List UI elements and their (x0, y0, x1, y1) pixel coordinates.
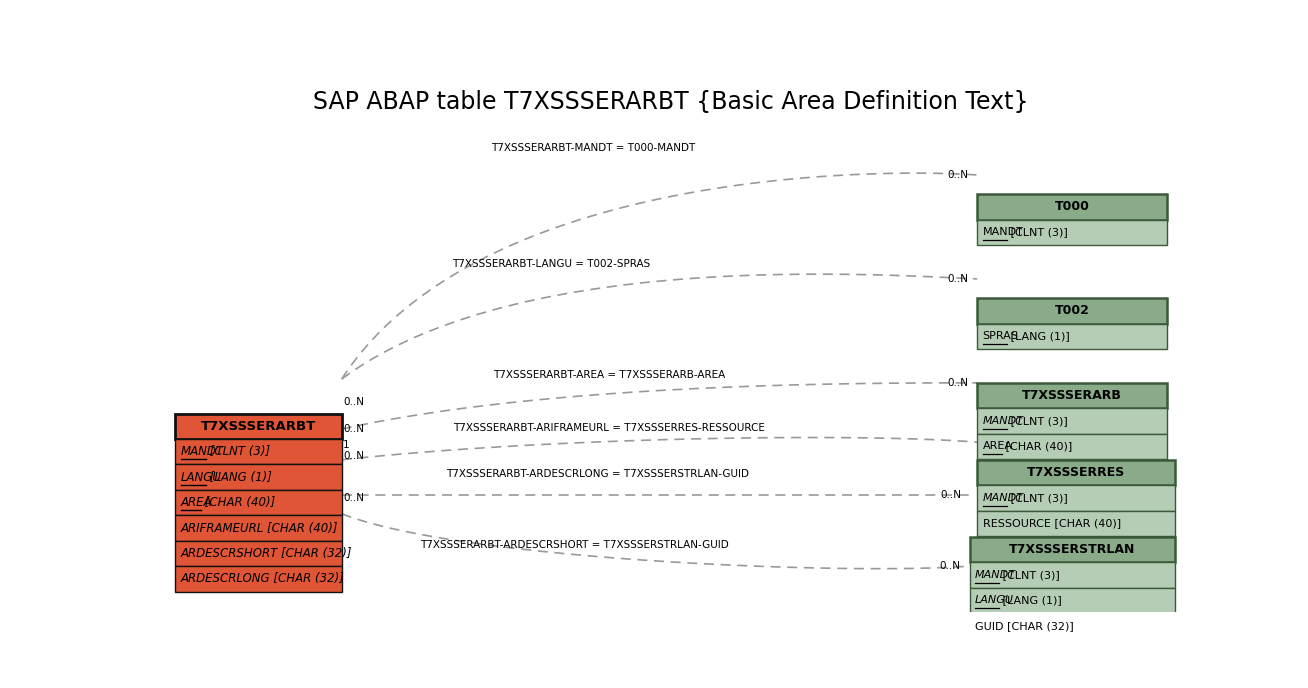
Text: MANDT: MANDT (181, 445, 224, 458)
FancyBboxPatch shape (977, 485, 1175, 510)
Text: 0..N: 0..N (947, 274, 968, 284)
Text: T7XSSSERRES: T7XSSSERRES (1027, 466, 1125, 479)
Text: [CLNT (3)]: [CLNT (3)] (1007, 227, 1067, 237)
Text: [CLNT (3)]: [CLNT (3)] (999, 570, 1059, 580)
Text: MANDT: MANDT (982, 227, 1024, 237)
Text: RESSOURCE [CHAR (40)]: RESSOURCE [CHAR (40)] (982, 518, 1121, 528)
FancyBboxPatch shape (977, 298, 1167, 323)
FancyBboxPatch shape (977, 219, 1167, 245)
Text: [LANG (1)]: [LANG (1)] (999, 595, 1062, 605)
Text: 0..N: 0..N (947, 170, 968, 180)
Text: [LANG (1)]: [LANG (1)] (205, 471, 272, 484)
FancyBboxPatch shape (175, 541, 341, 566)
Text: T7XSSSERARBT-ARIFRAMEURL = T7XSSSERRES-RESSOURCE: T7XSSSERARBT-ARIFRAMEURL = T7XSSSERRES-R… (453, 422, 765, 433)
Text: LANGU: LANGU (974, 595, 1014, 605)
Text: [CLNT (3)]: [CLNT (3)] (1007, 493, 1067, 503)
FancyBboxPatch shape (977, 460, 1175, 485)
FancyBboxPatch shape (175, 566, 341, 592)
Text: 0..N: 0..N (343, 397, 365, 407)
Text: [CLNT (3)]: [CLNT (3)] (205, 445, 269, 458)
FancyBboxPatch shape (969, 562, 1175, 588)
Text: LANGU: LANGU (181, 471, 221, 484)
Text: T7XSSSERARBT-LANGU = T002-SPRAS: T7XSSSERARBT-LANGU = T002-SPRAS (451, 259, 650, 268)
FancyBboxPatch shape (175, 464, 341, 490)
FancyBboxPatch shape (977, 510, 1175, 536)
Text: [CHAR (40)]: [CHAR (40)] (200, 496, 275, 509)
Text: T000: T000 (1054, 200, 1090, 213)
FancyBboxPatch shape (175, 515, 341, 541)
Text: ARDESCRSHORT [CHAR (32)]: ARDESCRSHORT [CHAR (32)] (181, 547, 352, 560)
Text: MANDT: MANDT (982, 493, 1024, 503)
FancyBboxPatch shape (977, 408, 1167, 433)
Text: 0..N: 0..N (940, 489, 961, 499)
Text: T7XSSSERSTRLAN: T7XSSSERSTRLAN (1008, 543, 1135, 556)
Text: 0..N: 0..N (947, 378, 968, 388)
Text: [CHAR (40)]: [CHAR (40)] (1002, 442, 1073, 451)
FancyBboxPatch shape (977, 323, 1167, 349)
Text: T7XSSSERARBT: T7XSSSERARBT (201, 420, 317, 433)
FancyBboxPatch shape (977, 433, 1167, 459)
FancyBboxPatch shape (977, 194, 1167, 219)
FancyBboxPatch shape (969, 613, 1175, 638)
Text: T7XSSSERARBT-MANDT = T000-MANDT: T7XSSSERARBT-MANDT = T000-MANDT (492, 143, 696, 153)
FancyBboxPatch shape (175, 490, 341, 515)
Text: T002: T002 (1054, 304, 1090, 317)
Text: 0..N: 0..N (939, 561, 960, 571)
Text: [CLNT (3)]: [CLNT (3)] (1007, 416, 1067, 426)
Text: 0..N: 0..N (343, 424, 365, 434)
Text: T7XSSSERARBT-ARDESCRSHORT = T7XSSSERSTRLAN-GUID: T7XSSSERARBT-ARDESCRSHORT = T7XSSSERSTRL… (420, 539, 729, 550)
FancyBboxPatch shape (969, 588, 1175, 613)
Text: SPRAS: SPRAS (982, 332, 1019, 341)
Text: T7XSSSERARB: T7XSSSERARB (1023, 389, 1122, 402)
Text: T7XSSSERARBT-AREA = T7XSSSERARB-AREA: T7XSSSERARBT-AREA = T7XSSSERARB-AREA (493, 370, 725, 380)
FancyBboxPatch shape (977, 383, 1167, 408)
Text: MANDT: MANDT (974, 570, 1016, 580)
Text: T7XSSSERARBT-ARDESCRLONG = T7XSSSERSTRLAN-GUID: T7XSSSERARBT-ARDESCRLONG = T7XSSSERSTRLA… (446, 469, 749, 479)
Text: 1
0..N: 1 0..N (343, 440, 365, 462)
Text: MANDT: MANDT (982, 416, 1024, 426)
Text: 0..N: 0..N (343, 493, 365, 504)
Text: SAP ABAP table T7XSSSERARBT {Basic Area Definition Text}: SAP ABAP table T7XSSSERARBT {Basic Area … (313, 90, 1028, 114)
Text: ARIFRAMEURL [CHAR (40)]: ARIFRAMEURL [CHAR (40)] (181, 522, 337, 535)
FancyBboxPatch shape (175, 413, 341, 439)
Text: AREA: AREA (181, 496, 212, 509)
Text: [LANG (1)]: [LANG (1)] (1007, 332, 1070, 341)
Text: ARDESCRLONG [CHAR (32)]: ARDESCRLONG [CHAR (32)] (181, 572, 344, 585)
FancyBboxPatch shape (969, 537, 1175, 562)
Text: GUID [CHAR (32)]: GUID [CHAR (32)] (974, 621, 1074, 631)
Text: AREA: AREA (982, 442, 1012, 451)
FancyBboxPatch shape (175, 439, 341, 464)
